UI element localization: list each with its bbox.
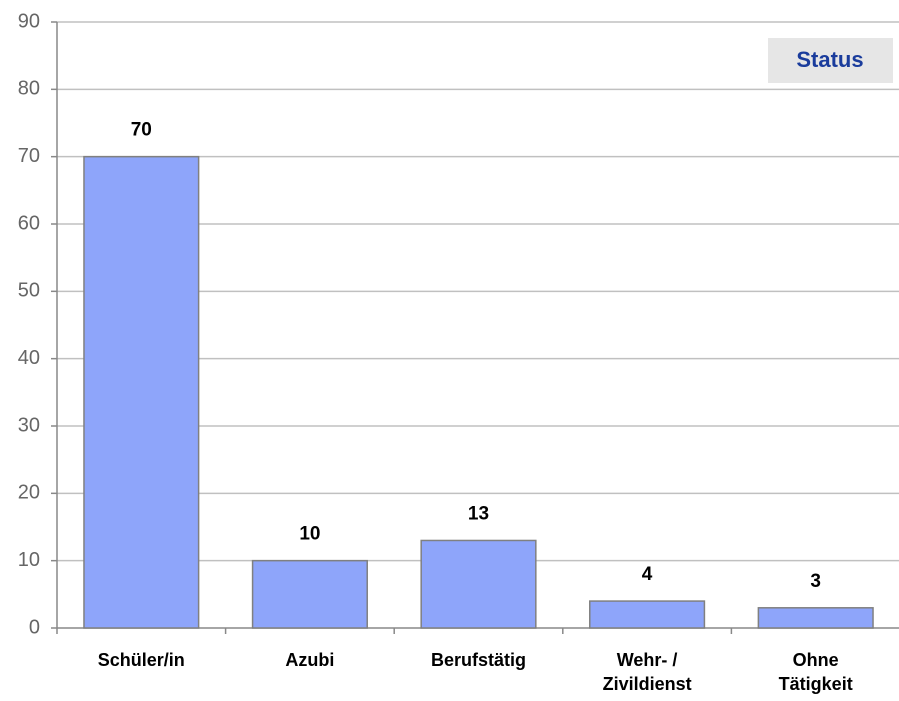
bar bbox=[420, 539, 537, 629]
bar bbox=[757, 607, 874, 629]
y-tick-label: 10 bbox=[18, 549, 40, 571]
x-tick-label: Wehr- / Zivildienst bbox=[602, 650, 692, 694]
title-box bbox=[768, 38, 893, 83]
y-tick-label: 90 bbox=[18, 10, 40, 32]
bar bbox=[589, 600, 706, 629]
y-tick-label: 30 bbox=[18, 414, 40, 436]
x-tick-label: Azubi bbox=[285, 650, 335, 670]
y-tick-label: 20 bbox=[18, 482, 40, 504]
x-tick-label: Berufstätig bbox=[430, 650, 526, 670]
value-label: 70 bbox=[131, 120, 152, 141]
bar bbox=[251, 559, 368, 629]
x-tick-label: Ohne Tätigkeit bbox=[778, 650, 853, 694]
y-tick-label: 60 bbox=[18, 212, 40, 234]
value-label: 13 bbox=[468, 503, 489, 524]
value-label: 4 bbox=[642, 564, 653, 585]
y-tick-label: 70 bbox=[18, 145, 40, 167]
value-label: 10 bbox=[299, 524, 320, 545]
x-tick-label: Schüler/in bbox=[97, 650, 185, 670]
chart-title: Status bbox=[796, 47, 863, 72]
y-tick-label: 40 bbox=[18, 347, 40, 369]
y-tick-label: 0 bbox=[29, 616, 40, 638]
y-tick-label: 80 bbox=[18, 78, 40, 100]
y-tick-label: 50 bbox=[18, 280, 40, 302]
bar bbox=[83, 155, 200, 629]
value-label: 3 bbox=[810, 571, 821, 592]
